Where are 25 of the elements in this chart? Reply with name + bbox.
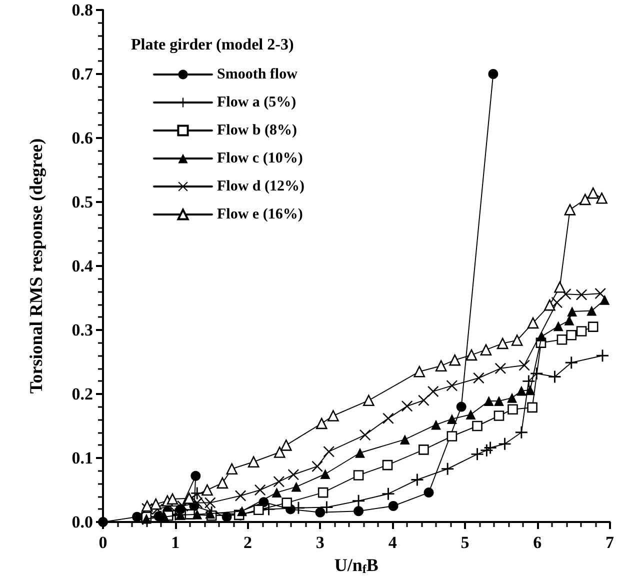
x-tick-label: 2 [244,533,252,552]
legend-label: Smooth flow [217,66,298,82]
y-tick-label: 0.6 [72,128,93,148]
y-tick-label: 0.7 [72,64,94,84]
x-tick-label: 0 [98,533,108,552]
y-tick-label: 0.2 [72,384,93,404]
legend-label: Flow c (10%) [217,150,303,166]
x-tick-label: 3 [316,533,324,552]
x-tick-label: 7 [606,533,614,552]
y-tick-label: 0.5 [72,192,93,212]
y-tick-label: 0.8 [72,0,93,20]
legend-label: Flow a (5%) [217,94,296,110]
x-tick-label: 4 [388,533,398,552]
x-tick-label: 1 [171,533,180,552]
legend-label: Flow d (12%) [217,178,304,194]
x-tick-label: 5 [460,533,470,552]
y-tick-label: 0.3 [72,320,93,340]
legend-label: Flow b (8%) [217,122,297,138]
y-tick-label: 0.4 [72,256,94,276]
x-tick-label: 6 [533,533,542,552]
y-tick-label: 0.0 [72,512,93,532]
y-axis-title: Torsional RMS response (degree) [26,138,46,394]
y-tick-label: 0.1 [72,448,93,468]
legend-title: Plate girder (model 2-3) [131,36,294,54]
legend-label: Flow e (16%) [217,206,303,222]
